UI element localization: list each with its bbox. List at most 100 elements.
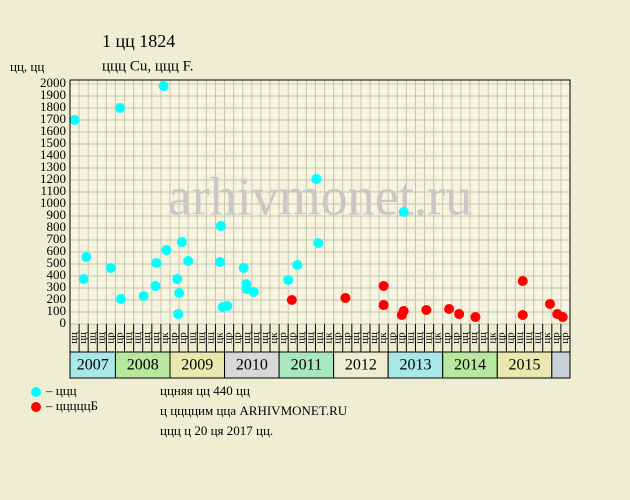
x-tick-label: цр [395, 332, 407, 344]
point [545, 298, 555, 309]
point [340, 292, 351, 303]
x-tick-label: цц [532, 332, 544, 344]
y-tick-label: 1100 [40, 183, 66, 198]
point [215, 220, 226, 231]
legend-label: – ццц [45, 383, 77, 398]
x-tick-label: цк [377, 332, 389, 344]
point [470, 312, 481, 323]
x-tick-label: цр [223, 332, 235, 344]
point [222, 301, 233, 311]
point [421, 304, 432, 315]
x-tick-label: цр [550, 332, 562, 344]
point [105, 262, 116, 273]
x-tick-label: цр [286, 332, 298, 344]
point [283, 274, 294, 285]
year-cell [333, 351, 389, 379]
year-label: 2015 [509, 357, 541, 374]
point [557, 312, 568, 323]
y-tick-label: 500 [47, 255, 67, 270]
x-tick-label: цц [68, 332, 80, 344]
x-tick-label: цц [295, 332, 307, 344]
x-tick-label: цц [141, 332, 153, 344]
year-cell [496, 351, 553, 379]
x-tick-label: цц [368, 332, 380, 344]
watermark: arhivmonet.ru [168, 166, 472, 226]
x-tick-label: цц [304, 332, 316, 344]
x-tick-label: цц [77, 332, 89, 344]
y-tick-label: 1600 [40, 123, 66, 138]
point [286, 295, 297, 305]
year-cell [224, 351, 280, 379]
point [173, 309, 184, 320]
x-tick-label: цц [468, 332, 480, 344]
point [78, 274, 89, 284]
y-tick-label: 900 [47, 207, 67, 222]
year-label: 2012 [345, 357, 377, 374]
year-cell [114, 351, 171, 379]
x-tick-label: цр [104, 332, 116, 344]
x-tick-label: цц [404, 332, 416, 344]
point [292, 259, 303, 270]
x-tick-label: цц [523, 332, 535, 344]
x-tick-label: цц [195, 332, 207, 344]
year-cell [551, 351, 571, 379]
chart-subtitle: ццц Cu, ццц F. [102, 58, 194, 74]
y-tick-label: 1000 [40, 195, 66, 210]
x-tick-label: цр [495, 332, 507, 344]
x-tick-label: цц [132, 332, 144, 344]
x-tick-label: цк [323, 332, 335, 344]
x-tick-label: цр [277, 332, 289, 344]
x-tick-label: цц [241, 332, 253, 344]
point [115, 294, 126, 305]
x-tick-label: цц [459, 332, 471, 344]
note: ц ццццим цца ARHIVMONET.RU [160, 403, 348, 418]
legend-marker [31, 402, 41, 412]
y-tick-label: 800 [47, 219, 67, 234]
year-label: 2009 [181, 357, 213, 374]
x-tick-label: цц [123, 332, 135, 344]
x-tick-label: цр [332, 332, 344, 344]
y-tick-label: 1700 [40, 111, 66, 126]
year-cell [387, 351, 444, 379]
y-tick-label: 1900 [40, 87, 66, 102]
x-tick-label: цр [386, 332, 398, 344]
x-tick-label: цц [186, 332, 198, 344]
year-label: 2010 [236, 357, 268, 374]
legend-marker [31, 387, 41, 397]
y-tick-label: 400 [47, 267, 67, 282]
legend-label: – цццццБ [45, 398, 98, 413]
x-tick-label: цц [423, 332, 435, 344]
year-cell [69, 351, 116, 379]
year-label: 2007 [77, 357, 109, 374]
point [215, 256, 225, 267]
year-label: 2008 [127, 357, 159, 374]
x-tick-label: цц [359, 332, 371, 344]
point [378, 300, 389, 311]
x-tick-label: цк [159, 332, 171, 344]
x-tick-label: цр [341, 332, 353, 344]
point [138, 291, 149, 302]
x-tick-label: цк [268, 332, 280, 344]
x-tick-label: цр [441, 332, 453, 344]
y-tick-label: 300 [47, 279, 67, 294]
point [311, 174, 322, 185]
y-tick-label: 0 [60, 315, 67, 330]
year-label: 2014 [454, 357, 486, 374]
point [69, 115, 80, 125]
point [151, 258, 162, 269]
year-cell [278, 351, 335, 379]
point [378, 280, 389, 291]
x-tick-label: цц [86, 332, 98, 344]
y-tick-label: 1500 [40, 135, 66, 150]
x-tick-label: цк [486, 332, 498, 344]
point [517, 310, 528, 320]
y-tick-label: 1400 [40, 147, 66, 162]
y-tick-label: 1800 [40, 99, 66, 114]
x-tick-label: цр [232, 332, 244, 344]
y-tick-label: 2000 [40, 75, 66, 90]
point [176, 237, 187, 248]
note: ццц ц 20 ця 2017 цц. [160, 423, 273, 438]
x-tick-label: цц [414, 332, 426, 344]
point [150, 280, 161, 291]
